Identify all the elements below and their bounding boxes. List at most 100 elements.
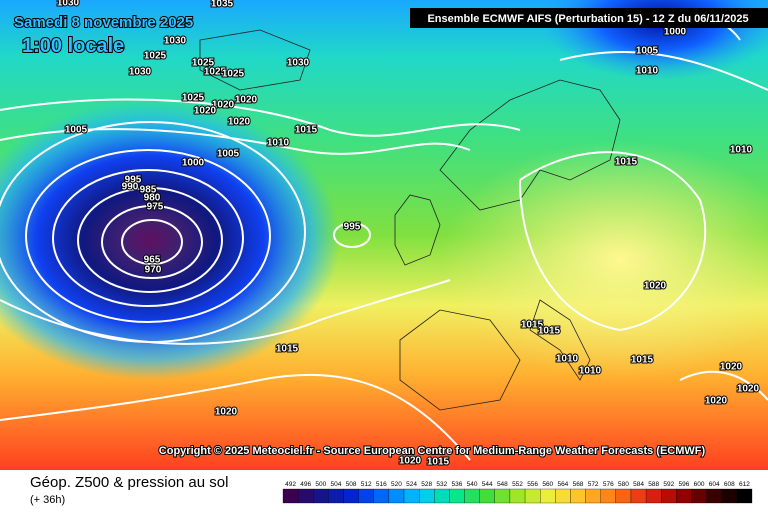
isobar-label: 1015	[615, 157, 638, 168]
legend-label: 600	[694, 481, 705, 488]
isobar-label: 1020	[215, 407, 238, 418]
high-area	[440, 140, 768, 380]
legend-label: 556	[527, 481, 538, 488]
isobar-label: 975	[147, 202, 164, 213]
legend-swatch	[600, 488, 616, 504]
isobar-label: 1015	[295, 125, 318, 136]
isobar-label: 1030	[57, 0, 80, 9]
isobar-label: 1010	[556, 354, 579, 365]
isobar-label: 1025	[144, 51, 167, 62]
legend-label: 584	[633, 481, 644, 488]
isobar-label: 1020	[235, 95, 258, 106]
legend-label: 512	[361, 481, 372, 488]
legend-swatch	[403, 488, 420, 504]
legend-label: 500	[315, 481, 326, 488]
isobar-label: 965	[144, 255, 161, 266]
isobar-label: 1020	[720, 362, 743, 373]
model-info: Ensemble ECMWF AIFS (Perturbation 15) - …	[427, 13, 748, 25]
legend-label: 580	[618, 481, 629, 488]
legend-swatch	[630, 488, 647, 504]
legend-label: 524	[406, 481, 417, 488]
footer-title: Géop. Z500 & pression au sol	[30, 474, 228, 491]
legend-label: 540	[467, 481, 478, 488]
legend-swatch	[343, 488, 359, 504]
isobar-label: 1005	[636, 46, 659, 57]
legend-label: 604	[709, 481, 720, 488]
legend-swatch	[419, 488, 435, 504]
legend-label: 520	[391, 481, 402, 488]
legend-label: 516	[376, 481, 387, 488]
legend-swatch	[509, 488, 526, 504]
legend-swatch	[373, 488, 390, 504]
legend-swatch	[721, 488, 738, 504]
legend-label: 532	[436, 481, 447, 488]
isobar-label: 970	[145, 265, 162, 276]
legend-swatch	[676, 488, 692, 504]
legend-label: 608	[724, 481, 735, 488]
isobar-label: 1010	[636, 66, 659, 77]
legend-swatch	[358, 488, 374, 504]
legend-label: 508	[346, 481, 357, 488]
legend-swatch	[691, 488, 707, 504]
legend-label: 552	[512, 481, 523, 488]
isobar-label: 1015	[427, 457, 450, 468]
isobar-label: 1005	[65, 125, 88, 136]
isobar-label: 1020	[194, 106, 217, 117]
legend-label: 612	[739, 481, 750, 488]
legend-label: 496	[300, 481, 311, 488]
legend-label: 592	[663, 481, 674, 488]
isobar-label: 980	[144, 193, 161, 204]
isobar-label: 1005	[217, 149, 240, 160]
isobar-label: 1000	[664, 27, 687, 38]
coastlines	[199, 29, 621, 411]
legend-swatch	[615, 488, 632, 504]
legend-label: 504	[331, 481, 342, 488]
lead-time: (+ 36h)	[30, 494, 65, 506]
isobar-label: 1020	[705, 396, 728, 407]
legend-swatch	[585, 488, 601, 504]
legend-swatch	[328, 488, 344, 504]
legend-swatch	[313, 488, 329, 504]
copyright: Copyright © 2025 Meteociel.fr - Source E…	[159, 445, 706, 457]
legend-swatch	[449, 488, 465, 504]
date: Samedi 8 novembre 2025	[14, 14, 193, 31]
legend-swatch	[434, 488, 450, 504]
legend-label: 492	[285, 481, 296, 488]
legend-swatch	[540, 488, 556, 504]
isobar-label: 1010	[730, 145, 753, 156]
isobar-label: 1025	[222, 69, 245, 80]
legend-label: 536	[452, 481, 463, 488]
isobar-label: 1020	[737, 384, 760, 395]
legend-swatch	[388, 488, 405, 504]
isobar-label: 1020	[644, 281, 667, 292]
legend-swatch	[661, 488, 677, 504]
isobar-label: 1030	[287, 58, 310, 69]
legend-swatch	[297, 488, 314, 504]
legend-label: 528	[421, 481, 432, 488]
legend-swatch	[645, 488, 662, 504]
isobar-label: 1025	[182, 93, 205, 104]
legend-swatch	[479, 488, 495, 504]
legend-label: 544	[482, 481, 493, 488]
isobar-label: 1025	[192, 58, 215, 69]
isobar-label: 1015	[276, 344, 299, 355]
legend-swatch	[494, 488, 511, 504]
isobar-label: 1015	[521, 320, 544, 331]
isobar-label: 1025	[204, 67, 227, 78]
isobar-label: 995	[125, 175, 142, 186]
local-time: 1:00 locale	[22, 35, 124, 57]
legend-label: 596	[678, 481, 689, 488]
legend-swatch	[524, 488, 541, 504]
legend-swatch	[570, 488, 586, 504]
legend-swatch	[706, 488, 722, 504]
legend-swatch	[736, 488, 753, 504]
isobars	[0, 8, 768, 461]
legend-label: 572	[588, 481, 599, 488]
legend-label: 548	[497, 481, 508, 488]
legend-swatch	[282, 488, 299, 504]
legend-label: 576	[603, 481, 614, 488]
legend-swatch	[555, 488, 571, 504]
legend-label: 568	[573, 481, 584, 488]
legend-swatch	[464, 488, 480, 504]
